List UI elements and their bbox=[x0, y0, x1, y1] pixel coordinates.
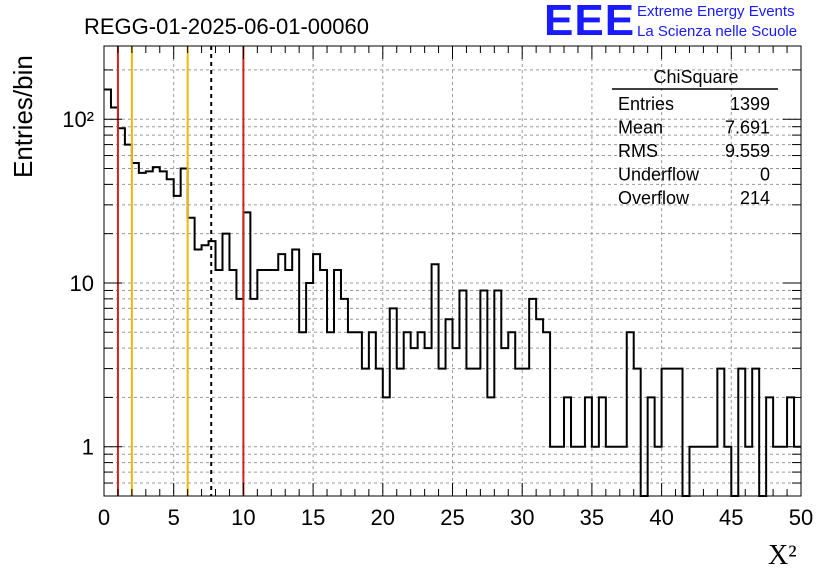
stats-title: ChiSquare bbox=[653, 67, 738, 87]
x-tick-label: 40 bbox=[649, 505, 673, 530]
marker-lines bbox=[116, 46, 245, 496]
x-tick-label: 25 bbox=[440, 505, 464, 530]
stats-label: RMS bbox=[618, 141, 658, 161]
x-tick-label: 35 bbox=[580, 505, 604, 530]
histogram-series bbox=[104, 88, 801, 497]
chart-title: REGG-01-2025-06-01-00060 bbox=[84, 14, 369, 39]
stats-value: 9.559 bbox=[725, 141, 770, 161]
y-axis-label: Entries/bin bbox=[8, 55, 38, 178]
x-tick-label: 45 bbox=[719, 505, 743, 530]
stats-value: 0 bbox=[760, 165, 770, 185]
logo-letters: EEE bbox=[544, 0, 636, 45]
stats-label: Overflow bbox=[618, 188, 690, 208]
x-axis-label: X² bbox=[768, 540, 797, 571]
x-tick-label: 5 bbox=[168, 505, 180, 530]
y-tick-label: 1 bbox=[82, 435, 94, 460]
x-tick-label: 0 bbox=[98, 505, 110, 530]
logo-line-2: La Scienza nelle Scuole bbox=[637, 23, 798, 40]
y-tick-label: 10² bbox=[62, 107, 94, 132]
stats-label: Mean bbox=[618, 118, 663, 138]
axes: 0 5 10 15 20 25 30 35 40 45 50 1 10 10² bbox=[62, 45, 813, 530]
eee-logo: EEE Extreme Energy Events La Scienza nel… bbox=[540, 0, 836, 46]
stats-label: Underflow bbox=[618, 165, 700, 185]
grid-lines bbox=[104, 46, 801, 496]
stats-box: ChiSquare Entries 1399 Mean 7.691 RMS 9.559 Und… bbox=[612, 67, 778, 208]
x-tick-label: 20 bbox=[371, 505, 395, 530]
y-tick-label: 10 bbox=[70, 271, 94, 296]
stats-label: Entries bbox=[618, 94, 674, 114]
x-tick-label: 10 bbox=[231, 505, 255, 530]
x-tick-label: 15 bbox=[301, 505, 325, 530]
stats-value: 214 bbox=[740, 188, 770, 208]
stats-value: 7.691 bbox=[725, 118, 770, 138]
histogram-outline bbox=[104, 88, 801, 497]
logo-line-1: Extreme Energy Events bbox=[637, 3, 795, 20]
x-tick-label: 30 bbox=[510, 505, 534, 530]
stats-value: 1399 bbox=[730, 94, 770, 114]
x-tick-label: 50 bbox=[789, 505, 813, 530]
